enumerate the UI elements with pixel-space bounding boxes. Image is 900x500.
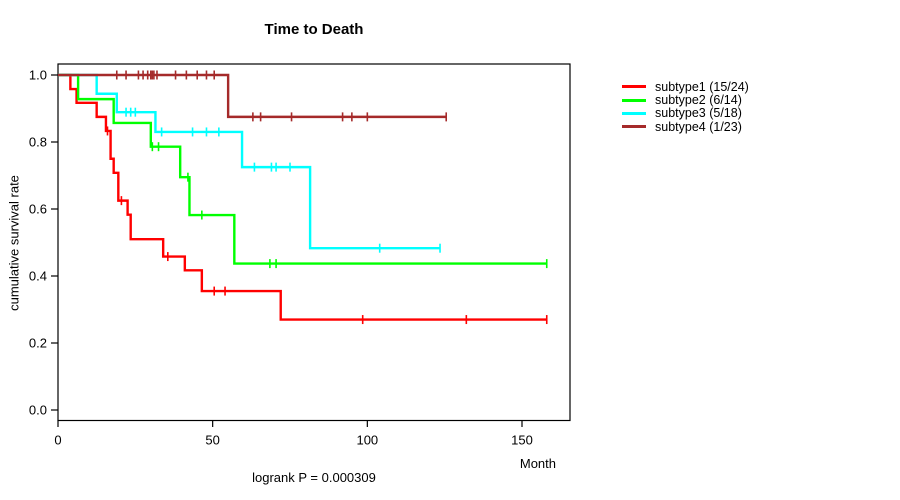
x-tick-label: 100: [356, 433, 378, 448]
legend-row-subtype1: subtype1 (15/24): [622, 79, 749, 94]
legend-label-subtype4: subtype4 (1/23): [655, 119, 742, 134]
y-tick-label: 0.4: [29, 269, 47, 284]
legend-label-subtype3: subtype3 (5/18): [655, 106, 742, 121]
x-tick-label: 50: [205, 433, 219, 448]
legend-label-subtype1: subtype1 (15/24): [655, 79, 749, 94]
x-axis-title: Month: [519, 456, 556, 471]
y-tick-label: 0.2: [29, 336, 47, 351]
y-tick-label: 0.6: [29, 202, 47, 217]
plot-frame: [57, 63, 571, 422]
legend-row-subtype4: subtype4 (1/23): [622, 119, 749, 134]
survival-curve-subtype2: [58, 73, 547, 265]
survival-curve-subtype1: [58, 73, 547, 321]
legend-line-subtype2: [622, 98, 646, 102]
x-tick-label: 0: [54, 433, 61, 448]
legend-line-subtype1: [622, 85, 646, 89]
legend-line-subtype4: [622, 125, 646, 129]
y-tick-label: 0.0: [29, 403, 47, 418]
legend-line-subtype3: [622, 111, 646, 115]
x-tick-label: 150: [511, 433, 533, 448]
legend-row-subtype3: subtype3 (5/18): [622, 106, 749, 121]
survival-curve-subtype3: [58, 73, 441, 250]
legend-label-subtype2: subtype2 (6/14): [655, 93, 742, 108]
y-tick-label: 0.8: [29, 135, 47, 150]
legend: subtype1 (15/24) subtype2 (6/14) subtype…: [622, 80, 749, 134]
y-tick-label: 1.0: [29, 68, 47, 83]
logrank-pvalue: logrank P = 0.000309: [252, 470, 376, 485]
legend-row-subtype2: subtype2 (6/14): [622, 93, 749, 108]
chart-title: Time to Death: [264, 21, 364, 38]
